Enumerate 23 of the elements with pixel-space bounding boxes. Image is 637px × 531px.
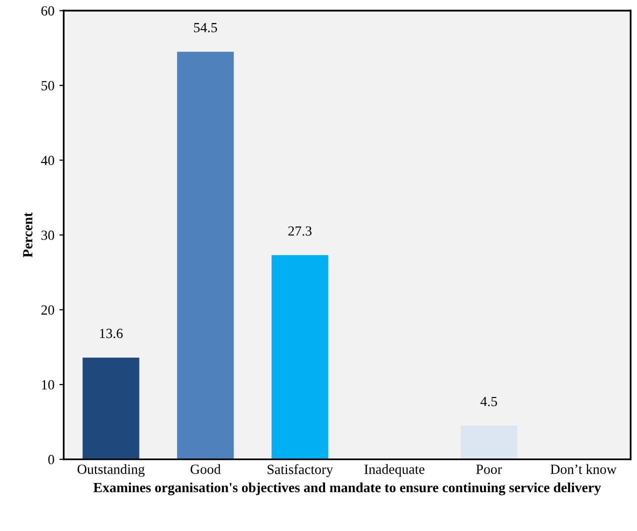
y-tick-label: 20 [41,305,54,315]
y-tick-label: 60 [41,6,54,16]
data-label: 54.5 [194,22,218,32]
x-tick-label: Outstanding [78,464,145,477]
x-tick-label: Good [190,464,221,474]
y-axis-title: Percent [23,212,32,258]
x-tick-label: Poor [476,464,502,474]
data-label: 27.3 [288,226,312,236]
x-tick-label: Satisfactory [268,464,334,477]
y-tick-label: 50 [42,80,54,90]
y-tick-label: 0 [48,454,54,464]
y-tick-label: 40 [41,156,54,166]
bar [272,255,328,460]
bar [177,52,234,460]
y-tick-label: 30 [41,230,54,240]
data-label: 13.6 [100,328,123,338]
x-tick-label: Inadequate [364,464,424,477]
bar [460,426,518,460]
data-label: 4.5 [480,396,498,406]
x-tick-label: Don’t know [550,464,617,474]
y-tick-label: 10 [42,380,54,390]
bar [82,358,140,460]
x-axis-title: Examines organisation's objectives and mandate to ensure continuing service delivery [93,482,601,496]
